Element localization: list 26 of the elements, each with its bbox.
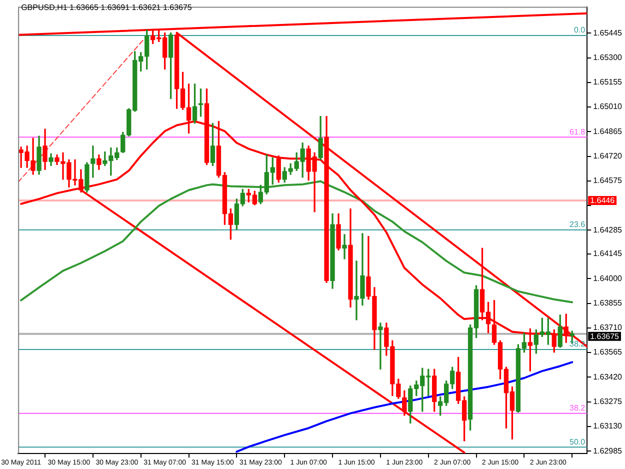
y-tick-label: 1.64285 [593, 225, 623, 234]
y-tick-label: 1.65300 [593, 52, 623, 62]
chart-title: GBPUSD,H1 1.63665 1.63691 1.63621 1.63675 [21, 3, 192, 12]
y-tick-label: 1.62985 [593, 446, 623, 456]
y-tick-label: 1.64720 [593, 152, 623, 161]
y-tick-label: 1.65445 [593, 28, 623, 38]
annotation: 38.2 [570, 340, 586, 349]
y-tick-label: 1.65010 [593, 102, 623, 112]
y-tick-label: 1.64865 [593, 126, 623, 136]
y-tick-label: 1.64145 [593, 249, 623, 258]
y-tick-label: 1.63710 [593, 323, 623, 332]
annotation: 23.6 [570, 220, 586, 230]
y-tick-label: 1.63420 [593, 372, 623, 382]
y-tick-label: 1.63130 [593, 422, 623, 431]
ref-line-label: 1.63675 [590, 332, 620, 342]
annotation: 61.8 [570, 127, 586, 136]
y-tick-label: 1.64000 [593, 274, 623, 283]
y-tick-label: 1.63275 [593, 396, 623, 406]
annotation: 50.0 [570, 437, 586, 446]
ref-line-label: 1.6446 [590, 196, 616, 206]
y-tick-label: 1.63565 [593, 348, 623, 357]
y-tick-label: 1.65155 [593, 78, 623, 87]
y-tick-label: 1.63855 [593, 298, 623, 308]
y-tick-label: 1.64575 [593, 176, 623, 186]
annotation: 38.2 [570, 404, 586, 413]
annotation: 0.0 [574, 26, 586, 35]
